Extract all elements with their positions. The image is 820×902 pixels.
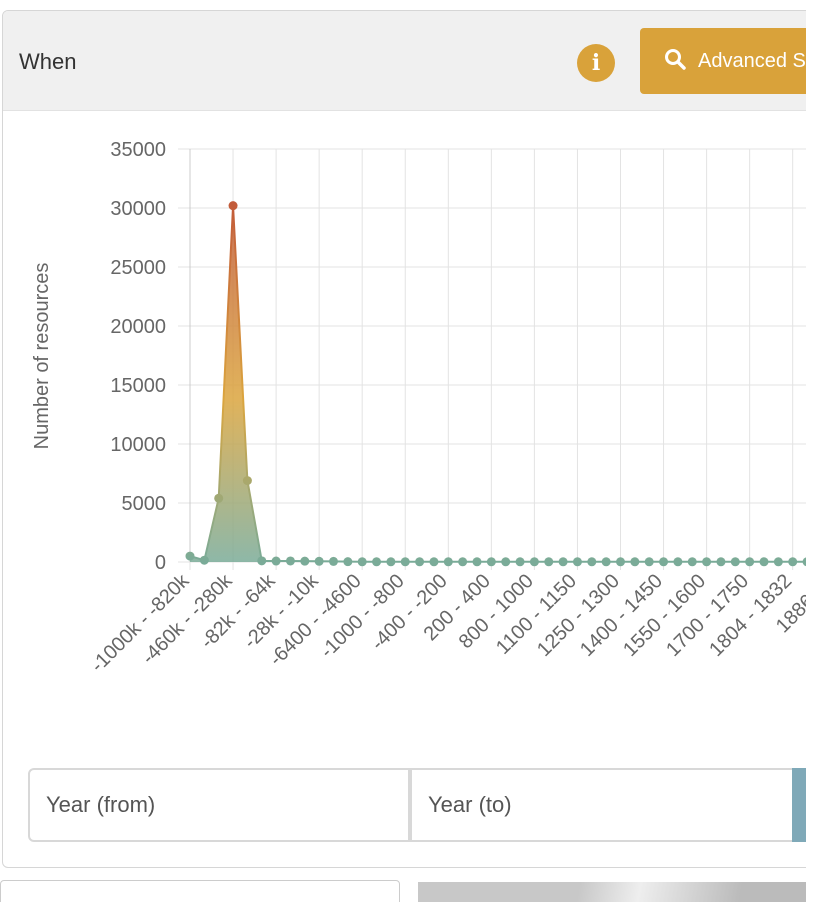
when-panel: When i Advanced S Year (from) Year (to) xyxy=(2,10,806,868)
point xyxy=(429,557,439,567)
point xyxy=(257,556,267,566)
point xyxy=(300,556,310,566)
year-to-input[interactable]: Year (to) xyxy=(410,768,794,842)
point xyxy=(242,476,252,486)
point xyxy=(472,557,482,567)
point xyxy=(386,557,396,567)
y-tick-label: 25000 xyxy=(110,257,166,279)
y-tick-label: 30000 xyxy=(110,198,166,220)
point xyxy=(372,557,382,567)
lower-image xyxy=(418,882,806,902)
point xyxy=(314,556,324,566)
year-from-input[interactable]: Year (from) xyxy=(28,768,410,842)
info-icon[interactable]: i xyxy=(577,44,615,82)
point xyxy=(587,557,597,567)
point xyxy=(486,557,496,567)
point xyxy=(529,557,539,567)
button-label: Advanced S xyxy=(698,50,806,72)
line xyxy=(189,205,806,563)
point xyxy=(185,551,195,561)
point xyxy=(458,557,468,567)
advanced-search-button[interactable]: Advanced S xyxy=(640,28,806,94)
point xyxy=(443,557,453,567)
point xyxy=(745,557,755,567)
point xyxy=(601,557,611,567)
y-tick-label: 0 xyxy=(155,552,166,574)
point xyxy=(228,201,238,211)
point xyxy=(343,557,353,567)
point xyxy=(687,557,697,567)
point xyxy=(415,557,425,567)
point xyxy=(616,557,625,567)
point xyxy=(400,557,410,567)
point xyxy=(788,557,798,567)
y-tick-label: 20000 xyxy=(110,316,166,338)
point xyxy=(544,557,554,567)
y-tick-label: 5000 xyxy=(122,493,167,515)
lower-card xyxy=(0,880,400,902)
point xyxy=(329,556,338,566)
point xyxy=(214,493,224,503)
point xyxy=(759,557,769,567)
point xyxy=(501,557,511,567)
point xyxy=(271,556,281,566)
y-tick-label: 35000 xyxy=(110,139,166,161)
point xyxy=(802,557,806,567)
submit-button[interactable] xyxy=(792,768,806,842)
point xyxy=(630,557,640,567)
y-tick-label: 15000 xyxy=(110,375,166,397)
y-tick-label: 10000 xyxy=(110,434,166,456)
point xyxy=(673,557,683,567)
area xyxy=(190,205,806,562)
panel-header: When i Advanced S xyxy=(3,11,806,111)
point xyxy=(572,557,582,567)
point xyxy=(515,557,525,567)
point xyxy=(773,557,783,567)
y-axis-label: Number of resources xyxy=(31,263,53,450)
point xyxy=(716,557,726,567)
point xyxy=(659,557,669,567)
point xyxy=(357,557,367,567)
panel-title: When xyxy=(19,49,77,74)
point xyxy=(558,557,568,567)
point xyxy=(199,555,209,565)
chart: Number of resources 0 5000 10000 15000 20000… xyxy=(31,139,806,677)
point xyxy=(285,556,295,566)
search-icon xyxy=(665,49,686,70)
point xyxy=(702,557,712,567)
point xyxy=(644,557,654,567)
point xyxy=(730,557,740,567)
